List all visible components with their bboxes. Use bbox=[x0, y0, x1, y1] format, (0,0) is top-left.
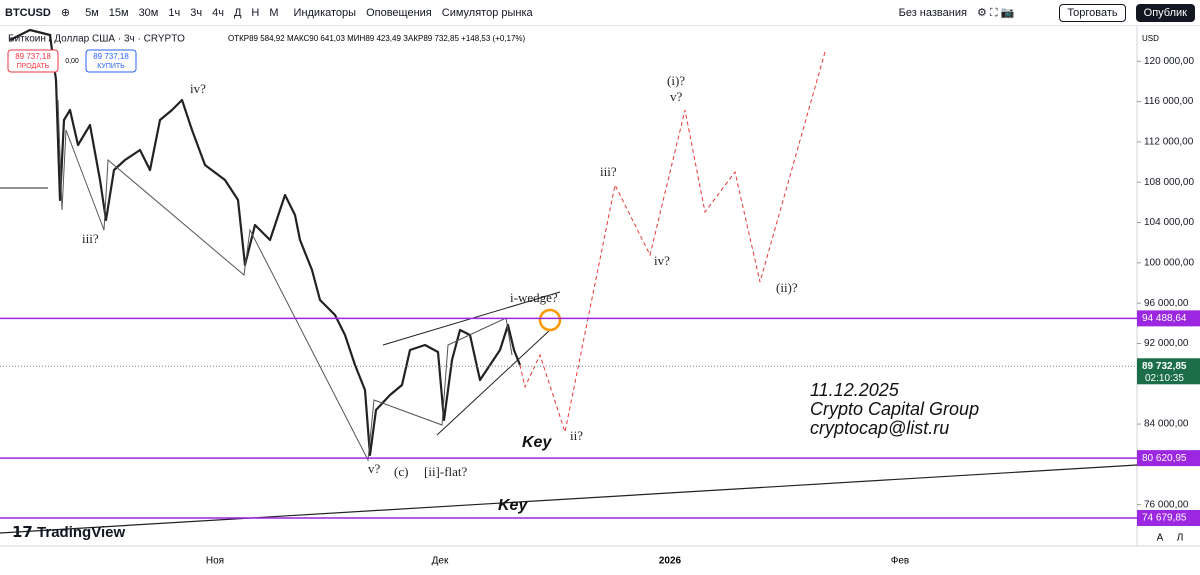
sell-button[interactable] bbox=[7, 49, 59, 73]
price-tick-label: 112 000,00 bbox=[1144, 137, 1194, 148]
interval[interactable]: Д bbox=[233, 6, 242, 19]
interval[interactable]: М bbox=[269, 6, 279, 19]
interval[interactable]: 15м bbox=[108, 6, 129, 19]
annotation: iv? bbox=[654, 253, 670, 268]
annotation: iii? bbox=[600, 164, 617, 179]
legend-label: МАКС bbox=[287, 34, 310, 43]
annotation: iii? bbox=[82, 231, 99, 246]
interval[interactable]: 5м bbox=[85, 6, 99, 19]
current-price-label: 89 732,85 bbox=[1142, 361, 1187, 372]
time-label: 2026 bbox=[659, 556, 682, 567]
price-tick-label: 100 000,00 bbox=[1144, 257, 1194, 268]
time-label: Ноя bbox=[206, 556, 224, 567]
add[interactable]: ⊕ bbox=[60, 7, 71, 19]
annotation: i-wedge? bbox=[510, 290, 558, 305]
price-tick-label: 96 000,00 bbox=[1144, 298, 1189, 309]
signature: 11.12.2025 bbox=[810, 380, 900, 400]
forecast-path bbox=[519, 51, 826, 434]
interval[interactable]: Н bbox=[251, 6, 260, 19]
price-wicks bbox=[57, 99, 513, 462]
price-series bbox=[9, 28, 522, 457]
logo-text: TradingView bbox=[37, 524, 125, 541]
level-box bbox=[1137, 450, 1200, 467]
symbol[interactable]: BTCUSD bbox=[5, 6, 51, 19]
legend-value: 90 641,03 bbox=[309, 34, 345, 43]
level-box bbox=[1137, 310, 1200, 327]
interval[interactable]: 30м bbox=[138, 6, 159, 19]
annotation: (i)? bbox=[667, 73, 685, 88]
legend: ОТКР89 584,92 МАКС90 641,03 МИН89 423,49… bbox=[228, 34, 526, 43]
replay[interactable]: Симулятор рынка bbox=[441, 6, 533, 19]
annotation: (c) bbox=[394, 464, 408, 479]
trendline bbox=[0, 464, 1138, 534]
indicators[interactable]: Индикаторы bbox=[293, 6, 357, 19]
alerts[interactable]: Оповещения bbox=[366, 6, 432, 19]
interval[interactable]: 3ч bbox=[190, 6, 203, 19]
toolbar: BTCUSD ⊕ 5м 15м 30м 1ч 3ч 4ч Д Н М Индикаторы Оп… bbox=[0, 0, 1200, 26]
legend-title: Биткоин / Доллар США · 3ч · CRYPTO bbox=[8, 34, 185, 45]
layout-name[interactable]: Без названия bbox=[898, 6, 967, 19]
interval[interactable]: 4ч bbox=[212, 6, 224, 19]
buy-price: 89 737,18 bbox=[93, 52, 129, 61]
buy-button[interactable] bbox=[85, 49, 137, 73]
footer-button[interactable]: Л bbox=[1177, 533, 1184, 544]
price-tick-label: 104 000,00 bbox=[1144, 217, 1194, 228]
price-tick-label: 120 000,00 bbox=[1144, 56, 1194, 67]
price-tick-label: 108 000,00 bbox=[1144, 177, 1194, 188]
legend-value: 89 732,85 bbox=[423, 34, 459, 43]
sell-price: 89 737,18 bbox=[15, 52, 51, 61]
current-price-box bbox=[1137, 358, 1200, 385]
interval[interactable]: 1ч bbox=[168, 6, 181, 19]
price-tick-label: 116 000,00 bbox=[1144, 96, 1194, 107]
signature: cryptocap@list.ru bbox=[810, 418, 949, 438]
level-label: 80 620,95 bbox=[1142, 453, 1187, 464]
legend-value: 89 584,92 bbox=[249, 34, 285, 43]
annotation: (ii)? bbox=[776, 280, 798, 295]
signature: Crypto Capital Group bbox=[810, 399, 979, 419]
wedge-lower bbox=[436, 329, 551, 436]
time-label: Дек bbox=[432, 556, 449, 567]
annotation: Key bbox=[498, 497, 528, 514]
level-label: 94 488,64 bbox=[1142, 313, 1187, 324]
price-tick-label: 84 000,00 bbox=[1144, 419, 1189, 430]
legend-change: +148,53 (+0,17%) bbox=[461, 34, 525, 43]
trade[interactable]: Торговать bbox=[1059, 3, 1126, 22]
annotation: iv? bbox=[190, 81, 206, 96]
annotation: [ii]-flat? bbox=[424, 464, 468, 479]
legend-value: 89 423,49 bbox=[365, 34, 401, 43]
level-label: 74 679,85 bbox=[1142, 513, 1187, 524]
highlight-circle bbox=[538, 308, 562, 332]
annotation: ii? bbox=[570, 428, 583, 443]
buy-label: КУПИТЬ bbox=[97, 63, 125, 70]
currency: USD bbox=[1142, 34, 1159, 43]
price-tick-label: 92 000,00 bbox=[1144, 338, 1189, 349]
legend-label: ОТКР bbox=[228, 34, 249, 43]
time-label: Фев bbox=[891, 556, 909, 567]
sell-label: ПРОДАТЬ bbox=[17, 63, 50, 70]
intervals: 5м 15м 30м 1ч 3ч 4ч Д Н М bbox=[80, 7, 283, 19]
annotation: v? bbox=[670, 89, 683, 104]
level-box bbox=[1137, 509, 1200, 526]
logo: 𝟭𝟳 TradingView bbox=[12, 524, 125, 541]
legend-label: МИН bbox=[347, 34, 365, 43]
publish[interactable]: Опублик bbox=[1135, 3, 1195, 22]
spread: 0,00 bbox=[65, 58, 79, 65]
icons: ⚙ ⛶ 📷 bbox=[976, 6, 1015, 19]
legend-label: ЗАКР bbox=[403, 34, 423, 43]
countdown: 02:10:35 bbox=[1145, 373, 1184, 384]
price-tick-label: 76 000,00 bbox=[1144, 499, 1189, 510]
annotation: Key bbox=[522, 434, 552, 451]
annotation: v? bbox=[368, 461, 381, 476]
footer-button[interactable]: A bbox=[1157, 533, 1164, 544]
